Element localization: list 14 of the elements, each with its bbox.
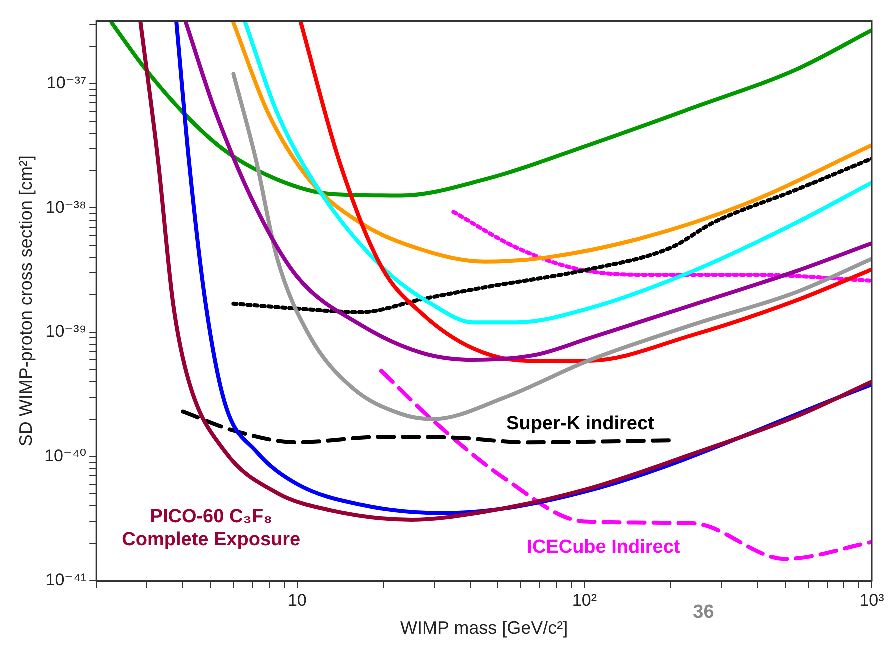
- annotation: PICO-60 C₃F₈ Complete Exposure: [122, 506, 301, 551]
- y-tick-label: 10⁻³⁷: [46, 74, 87, 93]
- annotation: ICECube Indirect: [527, 537, 681, 558]
- x-tick-label: 10: [288, 590, 307, 610]
- x-axis-title: WIMP mass [GeV/c²]: [400, 618, 568, 638]
- x-tick-label: 10²: [572, 590, 598, 610]
- y-tick-label: 10⁻³⁹: [46, 322, 87, 342]
- y-tick-label: 10⁻⁴¹: [46, 570, 87, 590]
- x-tick-label: 10³: [860, 590, 885, 610]
- text: 36: [693, 602, 714, 624]
- y-tick-label: 10⁻³⁸: [46, 198, 87, 217]
- y-axis-title: SD WIMP-proton cross section [cm²]: [16, 156, 36, 447]
- y-tick-label: 10⁻⁴⁰: [44, 446, 87, 466]
- annotation: Super-K indirect: [506, 413, 656, 434]
